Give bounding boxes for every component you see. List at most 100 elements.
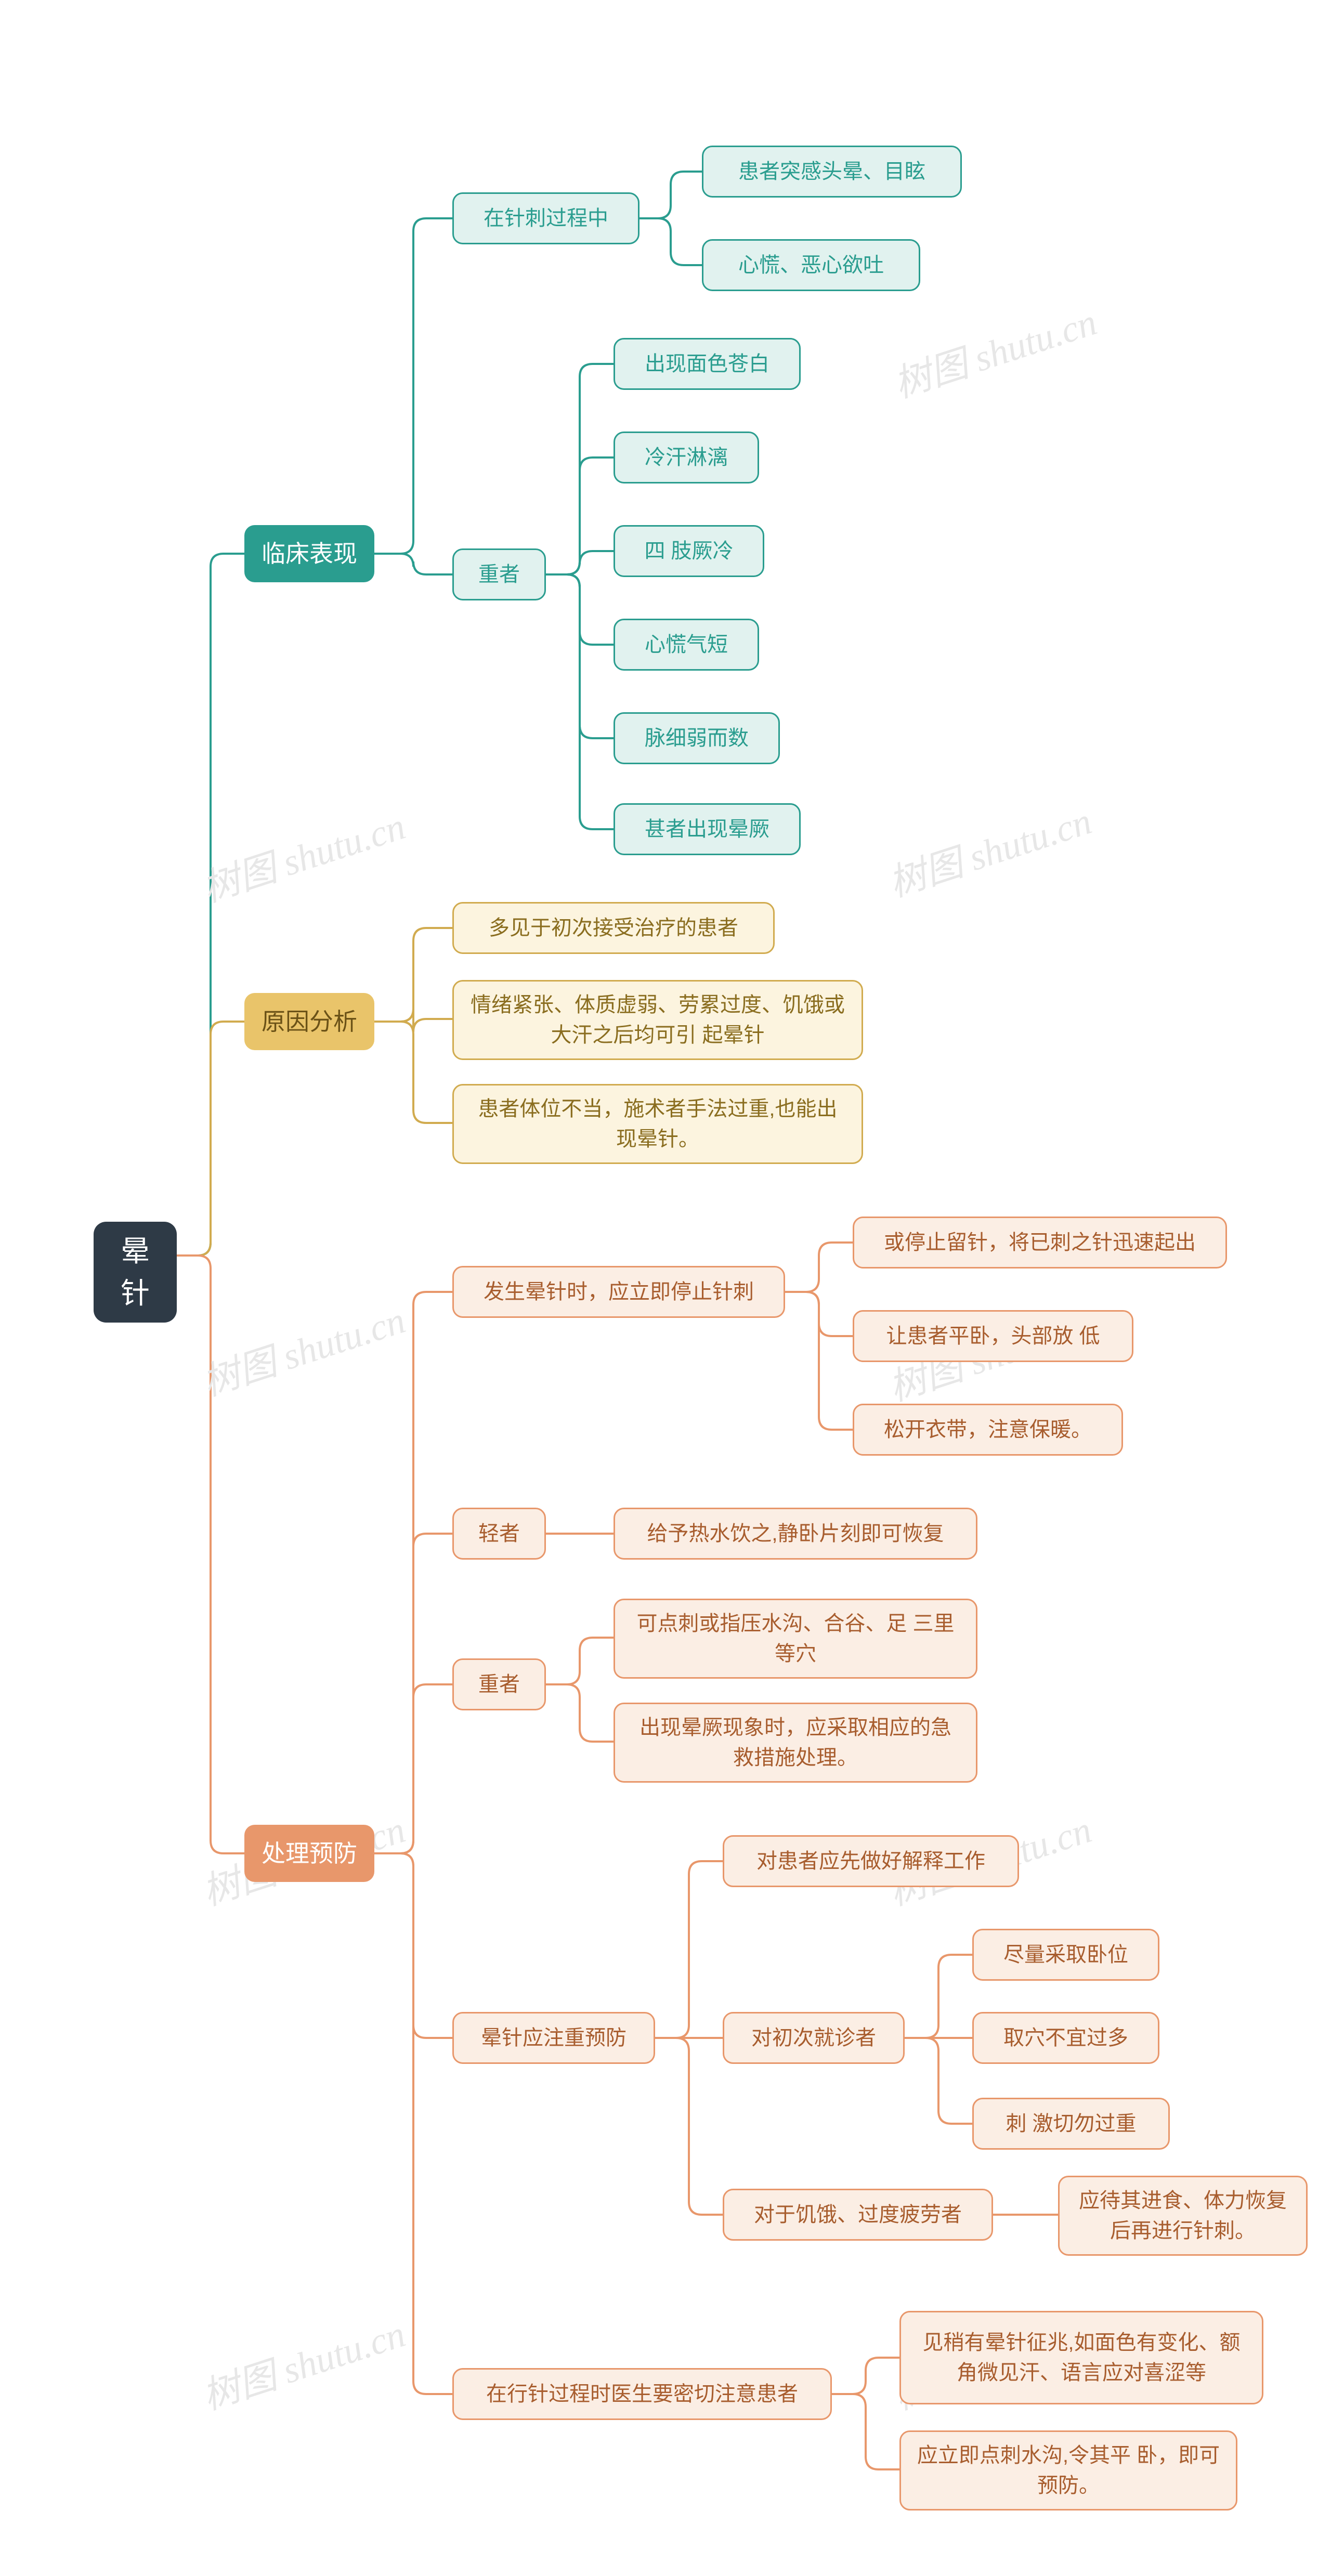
connector	[832, 2394, 899, 2469]
node-label: 晕针应注重预防	[481, 2023, 627, 2053]
node-label: 刺 激切勿过重	[1006, 2109, 1136, 2139]
mindmap-node[interactable]: 多见于初次接受治疗的患者	[452, 902, 775, 954]
node-label: 晕针	[108, 1230, 162, 1314]
mindmap-node[interactable]: 尽量采取卧位	[972, 1929, 1159, 1981]
mindmap-node[interactable]: 让患者平卧，头部放 低	[853, 1310, 1133, 1362]
mindmap-node[interactable]: 患者体位不当，施术者手法过重,也能出现晕针。	[452, 1084, 863, 1164]
connector	[374, 1684, 452, 1853]
connector	[374, 1853, 452, 2394]
node-label: 心慌气短	[645, 630, 728, 660]
connector	[546, 551, 614, 574]
mindmap-node[interactable]: 轻者	[452, 1508, 546, 1560]
node-label: 让患者平卧，头部放 低	[886, 1321, 1100, 1351]
mindmap-node[interactable]: 取穴不宜过多	[972, 2012, 1159, 2064]
mindmap-stage: 树图 shutu.cn 树图 shutu.cn 树图 shutu.cn 树图 shut…	[0, 0, 1331, 2576]
node-label: 尽量采取卧位	[1003, 1940, 1128, 1970]
mindmap-node[interactable]: 应立即点刺水沟,令其平 卧，即可预防。	[899, 2430, 1237, 2510]
mindmap-node[interactable]: 重者	[452, 1658, 546, 1710]
node-label: 出现面色苍白	[645, 349, 769, 379]
mindmap-node[interactable]: 见稍有晕针征兆,如面色有变化、额角微见汗、语言应对喜涩等	[899, 2311, 1263, 2404]
mindmap-node[interactable]: 出现晕厥现象时，应采取相应的急救措施处理。	[614, 1703, 977, 1783]
mindmap-node[interactable]: 心慌气短	[614, 619, 759, 671]
node-label: 见稍有晕针征兆,如面色有变化、额角微见汗、语言应对喜涩等	[916, 2327, 1247, 2388]
node-label: 出现晕厥现象时，应采取相应的急救措施处理。	[630, 1712, 961, 1773]
connector	[905, 2038, 972, 2124]
node-label: 四 肢厥冷	[644, 536, 733, 566]
connector	[785, 1292, 853, 1336]
mindmap-node[interactable]: 给予热水饮之,静卧片刻即可恢复	[614, 1508, 977, 1560]
mindmap-node[interactable]: 晕针	[94, 1222, 177, 1323]
mindmap-node[interactable]: 发生晕针时，应立即停止针刺	[452, 1266, 785, 1318]
watermark: 树图 shutu.cn	[881, 790, 1098, 907]
connector	[655, 1861, 723, 2038]
mindmap-node[interactable]: 甚者出现晕厥	[614, 803, 801, 855]
node-label: 对初次就诊者	[751, 2023, 876, 2053]
mindmap-node[interactable]: 刺 激切勿过重	[972, 2098, 1170, 2150]
mindmap-node[interactable]: 原因分析	[244, 993, 374, 1050]
watermark: 树图 shutu.cn	[194, 795, 411, 912]
connector	[374, 218, 452, 554]
node-label: 或停止留针，将已刺之针迅速起出	[884, 1227, 1196, 1258]
node-label: 心慌、恶心欲吐	[738, 250, 884, 280]
node-label: 在针刺过程中	[484, 203, 608, 233]
mindmap-node[interactable]: 冷汗淋漓	[614, 431, 759, 483]
node-label: 冷汗淋漓	[645, 442, 728, 473]
connector	[177, 1022, 244, 1256]
connector	[905, 1955, 972, 2038]
connector	[177, 1256, 244, 1853]
node-label: 临床表现	[262, 537, 357, 571]
connector	[640, 218, 702, 265]
mindmap-node[interactable]: 晕针应注重预防	[452, 2012, 655, 2064]
node-label: 脉细弱而数	[645, 723, 749, 753]
node-label: 重者	[478, 1669, 520, 1699]
connector	[374, 1292, 452, 1853]
node-label: 轻者	[478, 1519, 520, 1549]
node-label: 原因分析	[262, 1004, 357, 1039]
node-label: 处理预防	[262, 1836, 357, 1871]
connector	[546, 457, 614, 574]
connector	[546, 574, 614, 829]
mindmap-node[interactable]: 对于饥饿、过度疲劳者	[723, 2189, 993, 2241]
mindmap-node[interactable]: 在行针过程时医生要密切注意患者	[452, 2368, 832, 2420]
node-label: 在行针过程时医生要密切注意患者	[486, 2379, 798, 2409]
node-label: 给予热水饮之,静卧片刻即可恢复	[647, 1519, 944, 1549]
mindmap-node[interactable]: 重者	[452, 548, 546, 600]
mindmap-node[interactable]: 患者突感头晕、目眩	[702, 146, 962, 198]
mindmap-node[interactable]: 对患者应先做好解释工作	[723, 1835, 1019, 1887]
node-label: 取穴不宜过多	[1003, 2023, 1128, 2053]
mindmap-node[interactable]: 心慌、恶心欲吐	[702, 239, 920, 291]
mindmap-node[interactable]: 处理预防	[244, 1825, 374, 1882]
connector	[177, 554, 244, 1256]
node-label: 重者	[478, 559, 520, 590]
mindmap-node[interactable]: 情绪紧张、体质虚弱、劳累过度、饥饿或大汗之后均可引 起晕针	[452, 980, 863, 1060]
connector	[374, 1022, 452, 1123]
connector	[374, 1534, 452, 1853]
connector	[785, 1292, 853, 1430]
connector	[546, 574, 614, 645]
mindmap-node[interactable]: 四 肢厥冷	[614, 525, 764, 577]
connector	[832, 2358, 899, 2394]
node-label: 患者突感头晕、目眩	[738, 156, 925, 187]
connector	[640, 172, 702, 218]
node-label: 对患者应先做好解释工作	[756, 1846, 985, 1876]
mindmap-node[interactable]: 应待其进食、体力恢复后再进行针刺。	[1058, 2176, 1308, 2256]
node-label: 患者体位不当，施术者手法过重,也能出现晕针。	[468, 1094, 847, 1154]
connector	[546, 1684, 614, 1742]
watermark: 树图 shutu.cn	[194, 2303, 411, 2420]
mindmap-node[interactable]: 出现面色苍白	[614, 338, 801, 390]
node-label: 应待其进食、体力恢复后再进行针刺。	[1074, 2186, 1291, 2246]
mindmap-node[interactable]: 或停止留针，将已刺之针迅速起出	[853, 1217, 1227, 1269]
connector	[374, 1853, 452, 2038]
mindmap-node[interactable]: 可点刺或指压水沟、合谷、足 三里等穴	[614, 1599, 977, 1679]
mindmap-node[interactable]: 临床表现	[244, 525, 374, 582]
mindmap-node[interactable]: 脉细弱而数	[614, 712, 780, 764]
node-label: 甚者出现晕厥	[645, 814, 769, 844]
connector	[374, 1009, 452, 1032]
node-label: 发生晕针时，应立即停止针刺	[484, 1277, 754, 1307]
connector	[546, 1638, 614, 1684]
mindmap-node[interactable]: 对初次就诊者	[723, 2012, 905, 2064]
mindmap-node[interactable]: 在针刺过程中	[452, 192, 640, 244]
watermark: 树图 shutu.cn	[194, 1289, 411, 1406]
mindmap-node[interactable]: 松开衣带，注意保暖。	[853, 1404, 1123, 1456]
node-label: 可点刺或指压水沟、合谷、足 三里等穴	[630, 1609, 961, 1669]
